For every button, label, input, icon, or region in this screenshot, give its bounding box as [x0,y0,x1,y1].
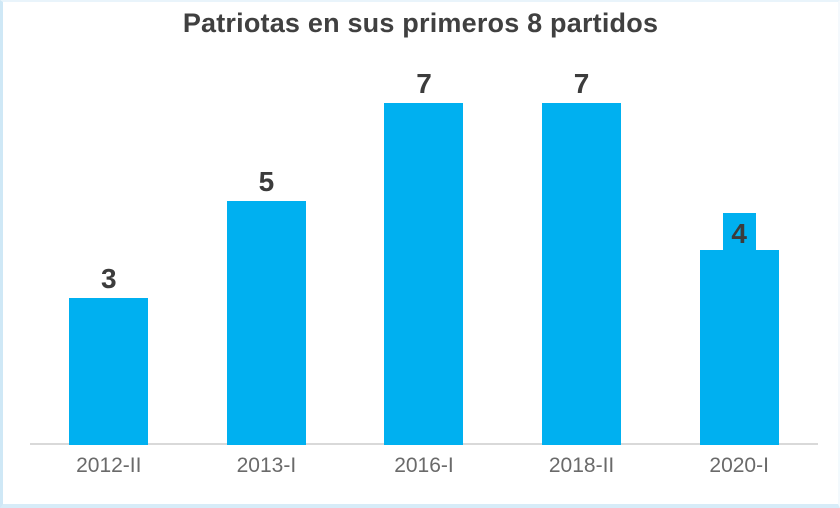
bar-2012-II [69,298,149,445]
x-axis-tick-label-2013-I: 2013-I [236,454,297,477]
bar-value-label-2013-I: 5 [258,166,275,197]
x-axis-tick-label-2016-I: 2016-I [394,454,454,477]
bar-value-label-2018-II: 7 [573,68,590,99]
x-axis-tick-label-2018-II: 2018-II [548,454,615,477]
bar-slot-2016-I: 7 [345,2,503,445]
bar-value-label-2016-I: 7 [416,68,432,99]
bar-2013-I [226,201,306,445]
x-axis-labels: 2012-II 2013-I 2016-I 2018-II 2020-I [30,454,818,478]
x-axis-tick-label-2020-I: 2020-I [709,454,769,477]
bar-slot-2020-I: 4 [660,2,818,445]
bars-container: 3 5 7 7 4 [30,2,818,445]
plot-area: 3 5 7 7 4 2012-II 2013-I 2016-I 2018-II 2020-I [30,2,818,504]
bar-value-label-2012-II: 3 [101,263,117,294]
bar-2020-I [699,250,779,445]
bar-slot-2018-II: 7 [503,2,661,445]
chart-title: Patriotas en sus primeros 8 partidos [182,8,659,38]
bar-value-label-2020-I: 4 [722,213,756,250]
bar-2018-II [542,103,622,445]
bar-slot-2012-II: 3 [30,2,188,445]
x-axis-tick-label-2012-II: 2012-II [76,454,142,477]
bar-slot-2013-I: 5 [188,2,346,445]
bar-2016-I [384,103,464,445]
